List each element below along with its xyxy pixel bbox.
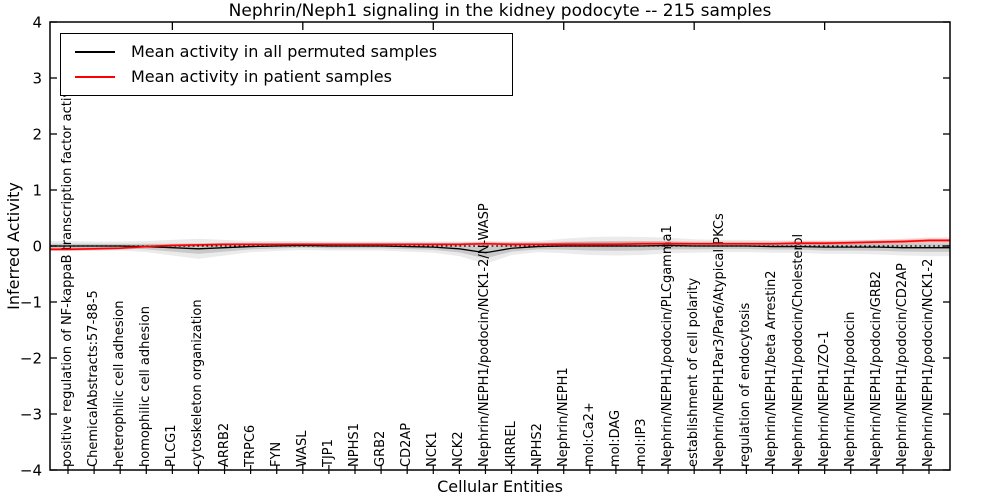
legend-line-sample-patient-icon	[75, 76, 115, 78]
y-tick-label: 3	[32, 70, 42, 88]
y-tick-label: 2	[32, 126, 42, 144]
y-tick-label: −3	[20, 406, 42, 424]
legend-entry-permuted: Mean activity in all permuted samples	[61, 43, 512, 61]
legend-label-patient: Mean activity in patient samples	[131, 67, 392, 86]
legend-entry-patient: Mean activity in patient samples	[61, 68, 512, 86]
chart-title: Nephrin/Neph1 signaling in the kidney po…	[228, 1, 772, 21]
y-tick-label: 1	[32, 182, 42, 200]
legend: Mean activity in all permuted samples Me…	[60, 33, 513, 96]
y-tick-label: −4	[20, 462, 42, 480]
y-tick-label: 4	[32, 14, 42, 32]
y-tick-label: 0	[32, 238, 42, 256]
patient-mean-line	[50, 239, 950, 251]
legend-label-permuted: Mean activity in all permuted samples	[131, 42, 438, 61]
permuted-mean-line	[50, 244, 950, 254]
x-axis-label: Cellular Entities	[437, 477, 563, 496]
y-tick-label: −2	[20, 350, 42, 368]
legend-line-sample-permuted-icon	[75, 51, 115, 53]
y-tick-label: −1	[20, 294, 42, 312]
